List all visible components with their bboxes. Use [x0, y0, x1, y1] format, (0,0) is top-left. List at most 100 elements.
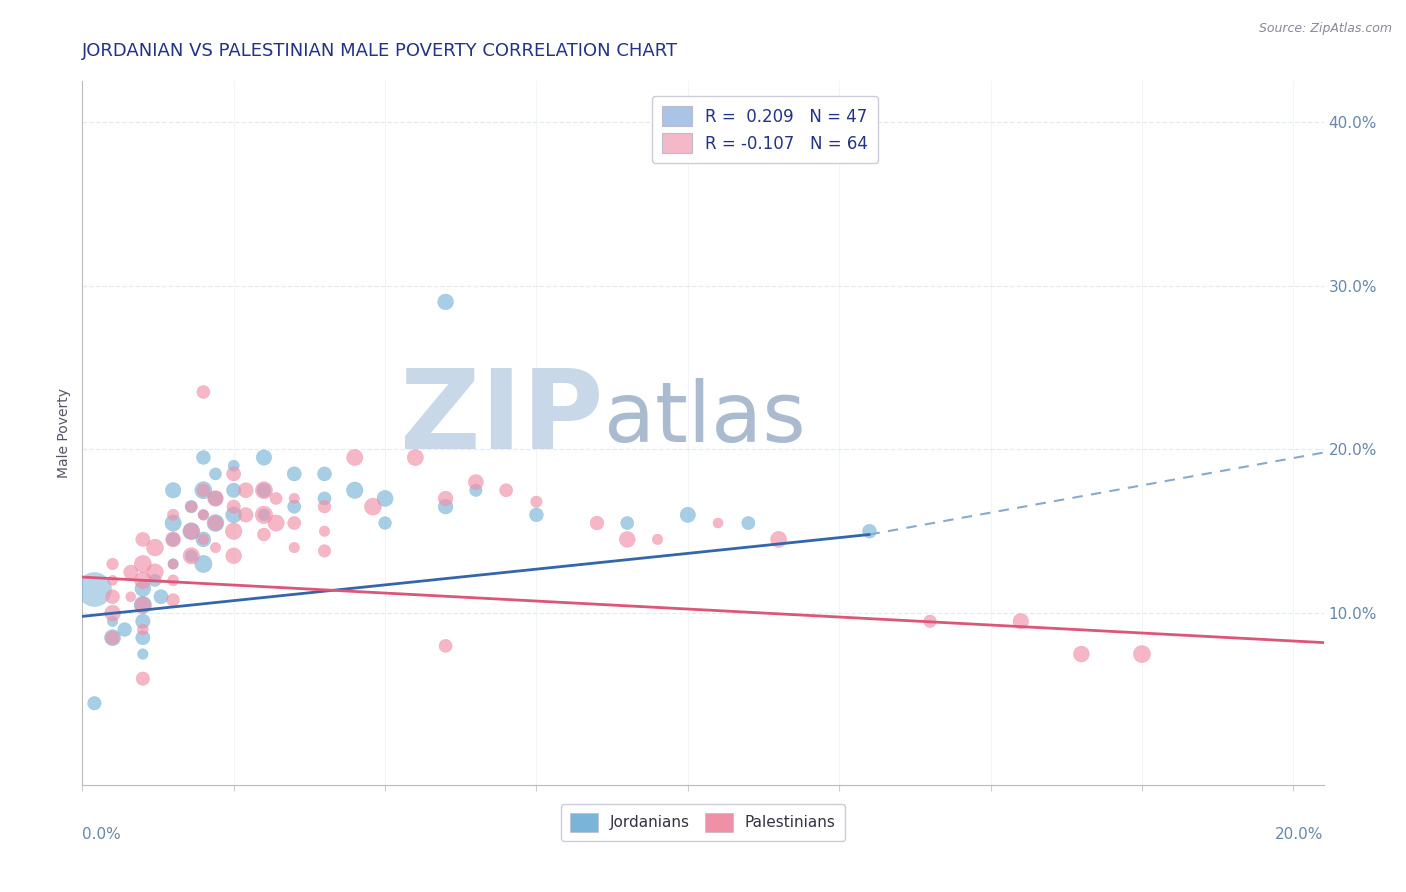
Point	[101, 631, 124, 645]
Point	[222, 458, 245, 473]
Point	[283, 541, 305, 555]
Point	[204, 541, 226, 555]
Point	[283, 500, 305, 514]
Point	[162, 533, 184, 547]
Point	[193, 483, 215, 498]
Point	[222, 524, 245, 539]
Point	[616, 516, 638, 530]
Point	[404, 450, 426, 465]
Point	[434, 500, 457, 514]
Point	[264, 516, 287, 530]
Point	[253, 508, 276, 522]
Point	[253, 508, 276, 522]
Point	[314, 467, 336, 481]
Point	[101, 615, 124, 629]
Point	[314, 544, 336, 558]
Point	[1070, 647, 1092, 661]
Point	[83, 582, 105, 596]
Text: 20.0%: 20.0%	[1275, 828, 1323, 842]
Point	[343, 450, 366, 465]
Point	[162, 483, 184, 498]
Point	[222, 467, 245, 481]
Point	[132, 672, 155, 686]
Point	[132, 582, 155, 596]
Point	[283, 467, 305, 481]
Point	[193, 533, 215, 547]
Text: ZIP: ZIP	[401, 366, 603, 473]
Point	[858, 524, 880, 539]
Point	[150, 590, 173, 604]
Point	[235, 508, 257, 522]
Point	[222, 508, 245, 522]
Point	[374, 491, 396, 506]
Point	[132, 615, 155, 629]
Text: Source: ZipAtlas.com: Source: ZipAtlas.com	[1258, 22, 1392, 36]
Point	[193, 483, 215, 498]
Point	[193, 450, 215, 465]
Y-axis label: Male Poverty: Male Poverty	[58, 388, 72, 478]
Point	[235, 483, 257, 498]
Point	[143, 574, 166, 588]
Point	[204, 491, 226, 506]
Point	[768, 533, 790, 547]
Point	[162, 557, 184, 571]
Point	[204, 491, 226, 506]
Point	[132, 598, 155, 612]
Point	[101, 606, 124, 620]
Point	[616, 533, 638, 547]
Point	[314, 491, 336, 506]
Point	[526, 494, 548, 508]
Point	[737, 516, 759, 530]
Point	[180, 500, 202, 514]
Point	[162, 516, 184, 530]
Point	[132, 574, 155, 588]
Point	[132, 533, 155, 547]
Point	[204, 516, 226, 530]
Point	[83, 696, 105, 710]
Point	[120, 565, 142, 579]
Point	[314, 500, 336, 514]
Point	[143, 541, 166, 555]
Point	[434, 294, 457, 309]
Point	[434, 491, 457, 506]
Point	[343, 483, 366, 498]
Point	[253, 483, 276, 498]
Point	[193, 508, 215, 522]
Point	[120, 590, 142, 604]
Point	[101, 574, 124, 588]
Point	[162, 508, 184, 522]
Point	[180, 524, 202, 539]
Point	[162, 593, 184, 607]
Point	[132, 557, 155, 571]
Point	[114, 623, 136, 637]
Point	[222, 549, 245, 563]
Point	[361, 500, 384, 514]
Point	[180, 500, 202, 514]
Point	[464, 475, 486, 489]
Point	[495, 483, 517, 498]
Point	[132, 647, 155, 661]
Point	[253, 527, 276, 541]
Point	[526, 508, 548, 522]
Point	[101, 557, 124, 571]
Point	[1010, 615, 1032, 629]
Point	[434, 639, 457, 653]
Text: 0.0%: 0.0%	[83, 828, 121, 842]
Point	[253, 450, 276, 465]
Point	[143, 565, 166, 579]
Point	[101, 590, 124, 604]
Point	[193, 384, 215, 399]
Point	[204, 467, 226, 481]
Point	[222, 500, 245, 514]
Point	[180, 524, 202, 539]
Point	[132, 623, 155, 637]
Legend: Jordanians, Palestinians: Jordanians, Palestinians	[561, 804, 845, 841]
Point	[162, 557, 184, 571]
Point	[253, 483, 276, 498]
Point	[162, 533, 184, 547]
Point	[204, 516, 226, 530]
Text: JORDANIAN VS PALESTINIAN MALE POVERTY CORRELATION CHART: JORDANIAN VS PALESTINIAN MALE POVERTY CO…	[83, 42, 679, 60]
Point	[374, 516, 396, 530]
Point	[264, 491, 287, 506]
Point	[180, 549, 202, 563]
